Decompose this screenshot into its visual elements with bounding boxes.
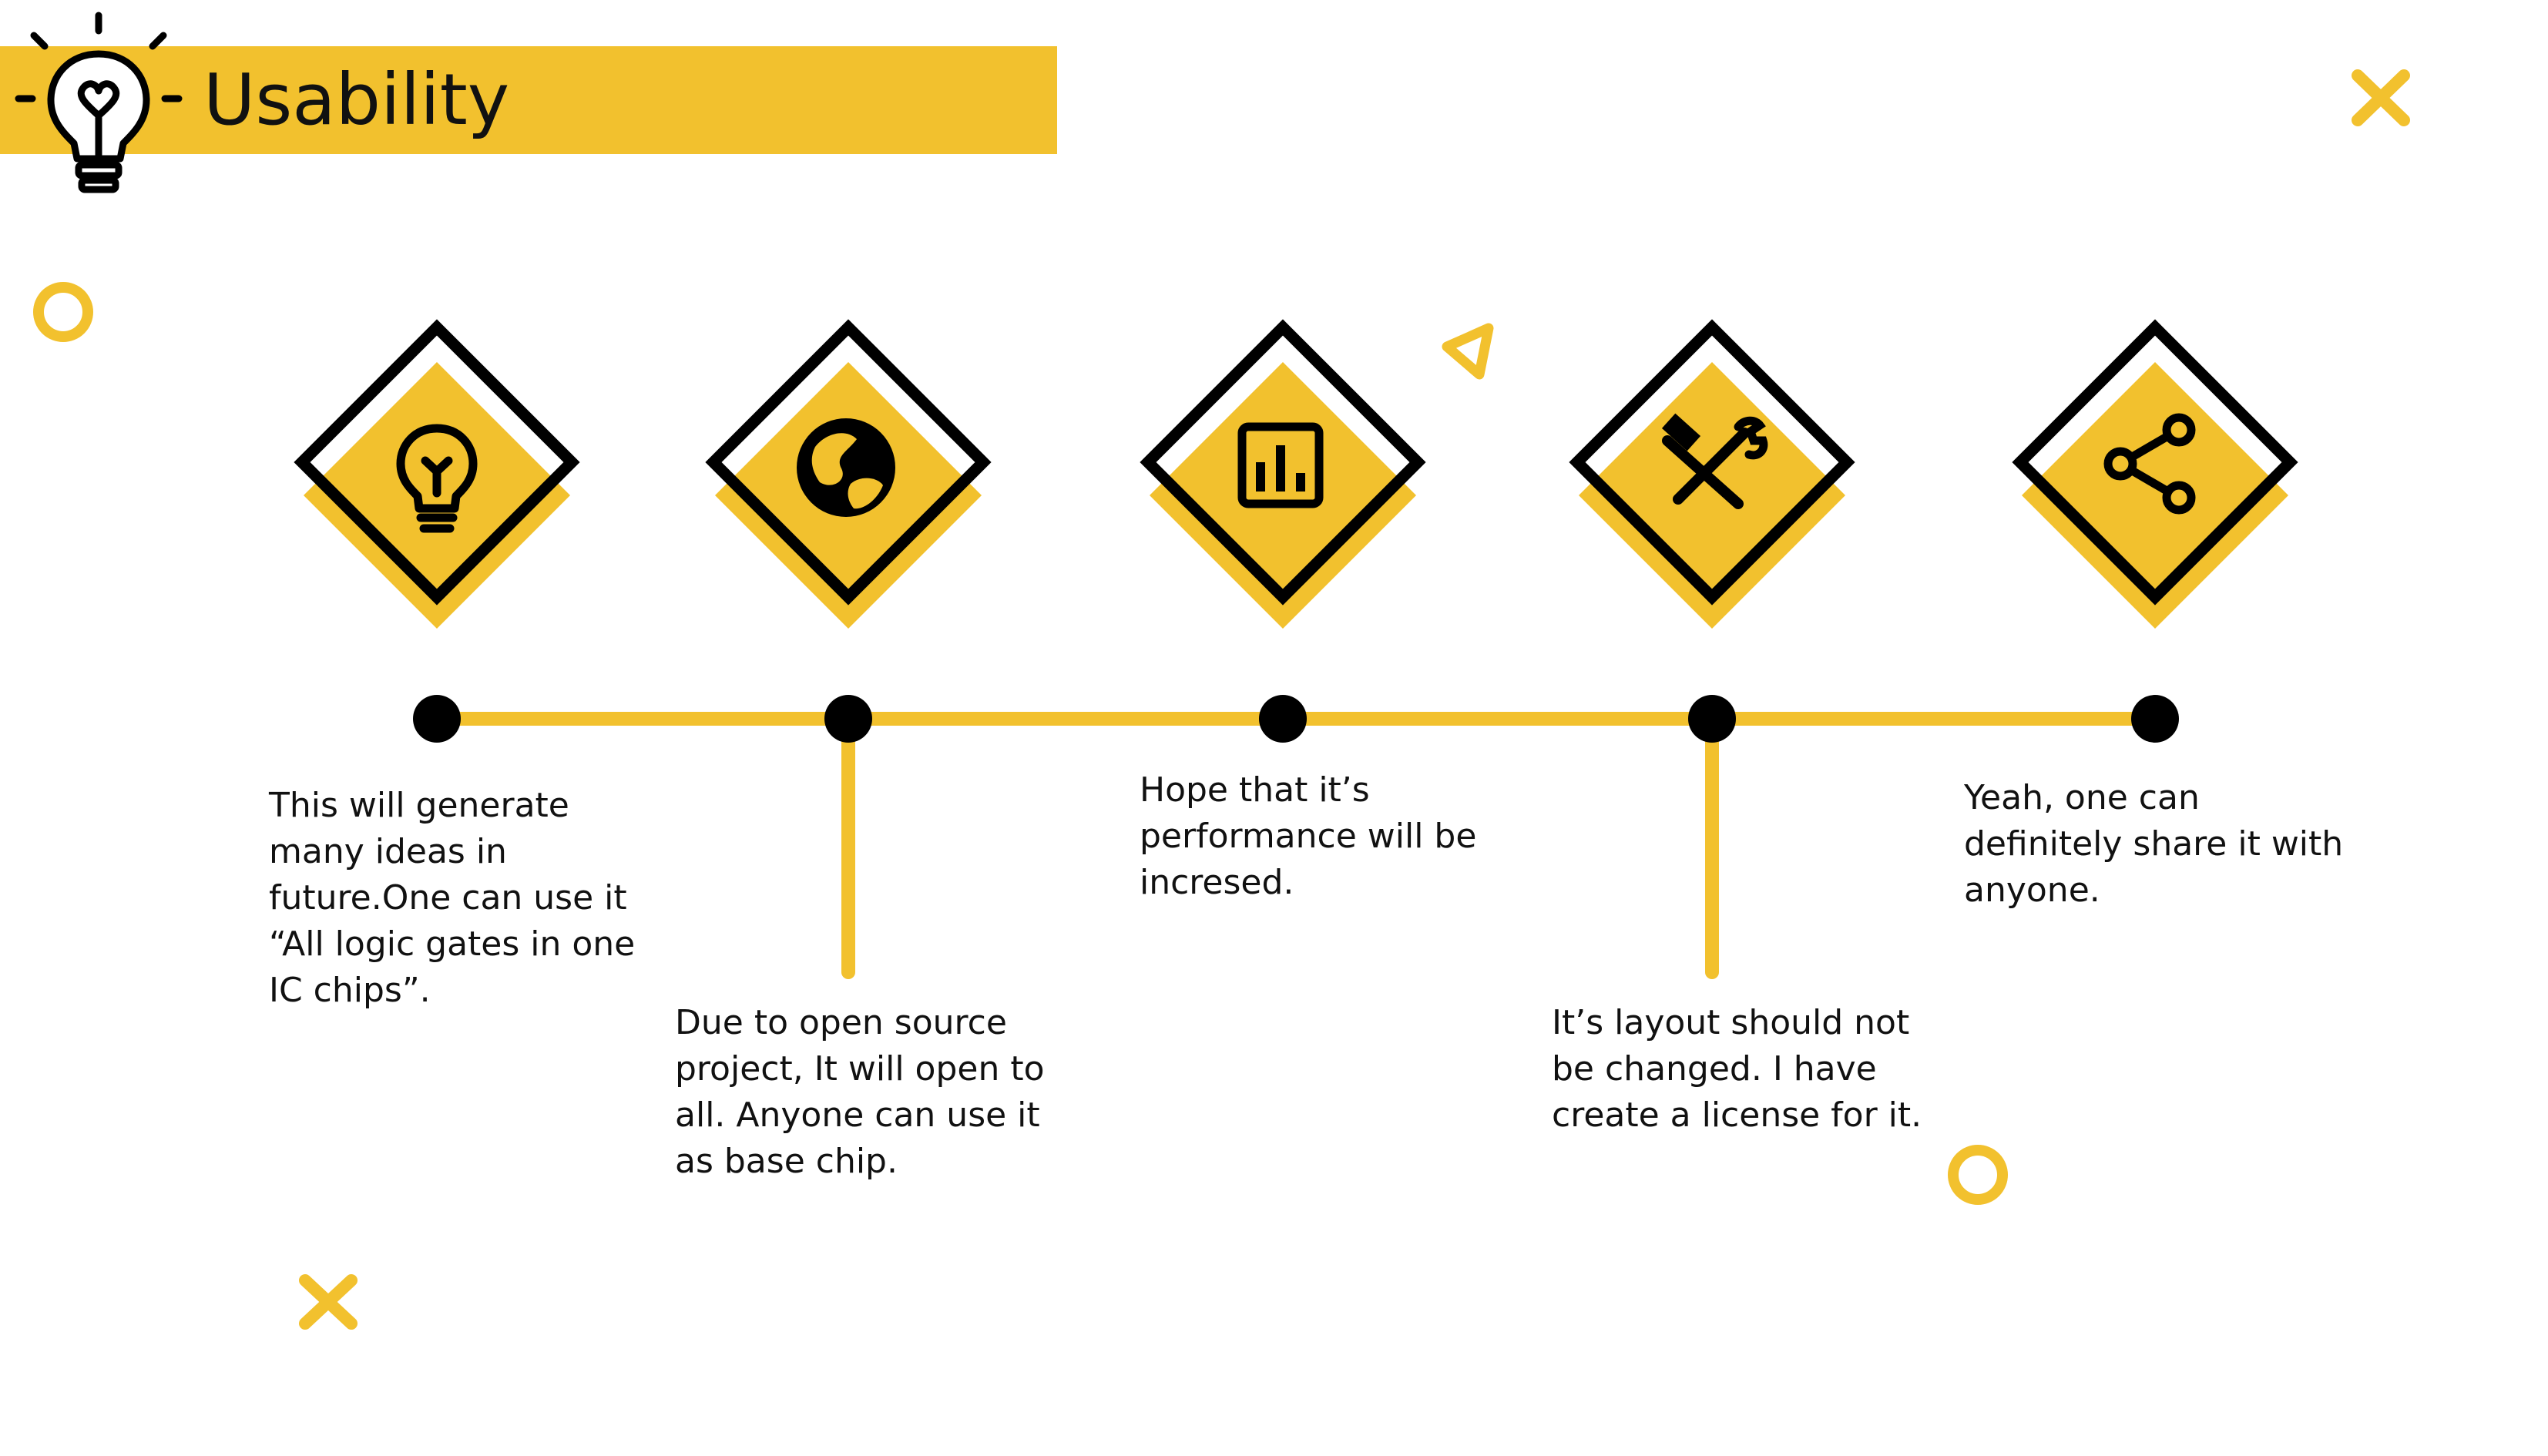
step-description: Hope that it’s performance will be incre… (1140, 770, 1477, 902)
hammer-wrench-icon (1661, 413, 1768, 509)
timeline-dot (824, 695, 872, 743)
step-diamond (1569, 319, 1855, 629)
timeline-dot (2131, 695, 2179, 743)
x-mark-icon (299, 1274, 358, 1330)
step-description: Due to open source project, It will open… (675, 1003, 1045, 1181)
timeline-dot (1259, 695, 1307, 743)
page-title: Usability (203, 59, 510, 141)
step-diamond (1140, 319, 1426, 629)
timeline-dot (1688, 695, 1736, 743)
lightbulb-heart-icon (15, 12, 183, 193)
triangle-outline-icon (1442, 323, 1494, 380)
step-diamond (705, 319, 992, 629)
ring-icon (1948, 1145, 2008, 1205)
bar-chart-icon (1237, 422, 1324, 508)
timeline-dot (413, 695, 461, 743)
lightbulb-icon (396, 424, 478, 533)
step-description: Yeah, one can definitely share it with a… (1964, 778, 2344, 910)
share-icon (2103, 413, 2196, 515)
step-description: This will generate many ideas in future.… (269, 786, 636, 1010)
globe-icon (797, 418, 895, 517)
step-diamond (2012, 319, 2298, 629)
ring-icon (33, 282, 93, 342)
step-diamond (294, 319, 580, 629)
x-mark-icon (2352, 69, 2410, 126)
step-description: It’s layout should not be changed. I hav… (1552, 1003, 1922, 1135)
